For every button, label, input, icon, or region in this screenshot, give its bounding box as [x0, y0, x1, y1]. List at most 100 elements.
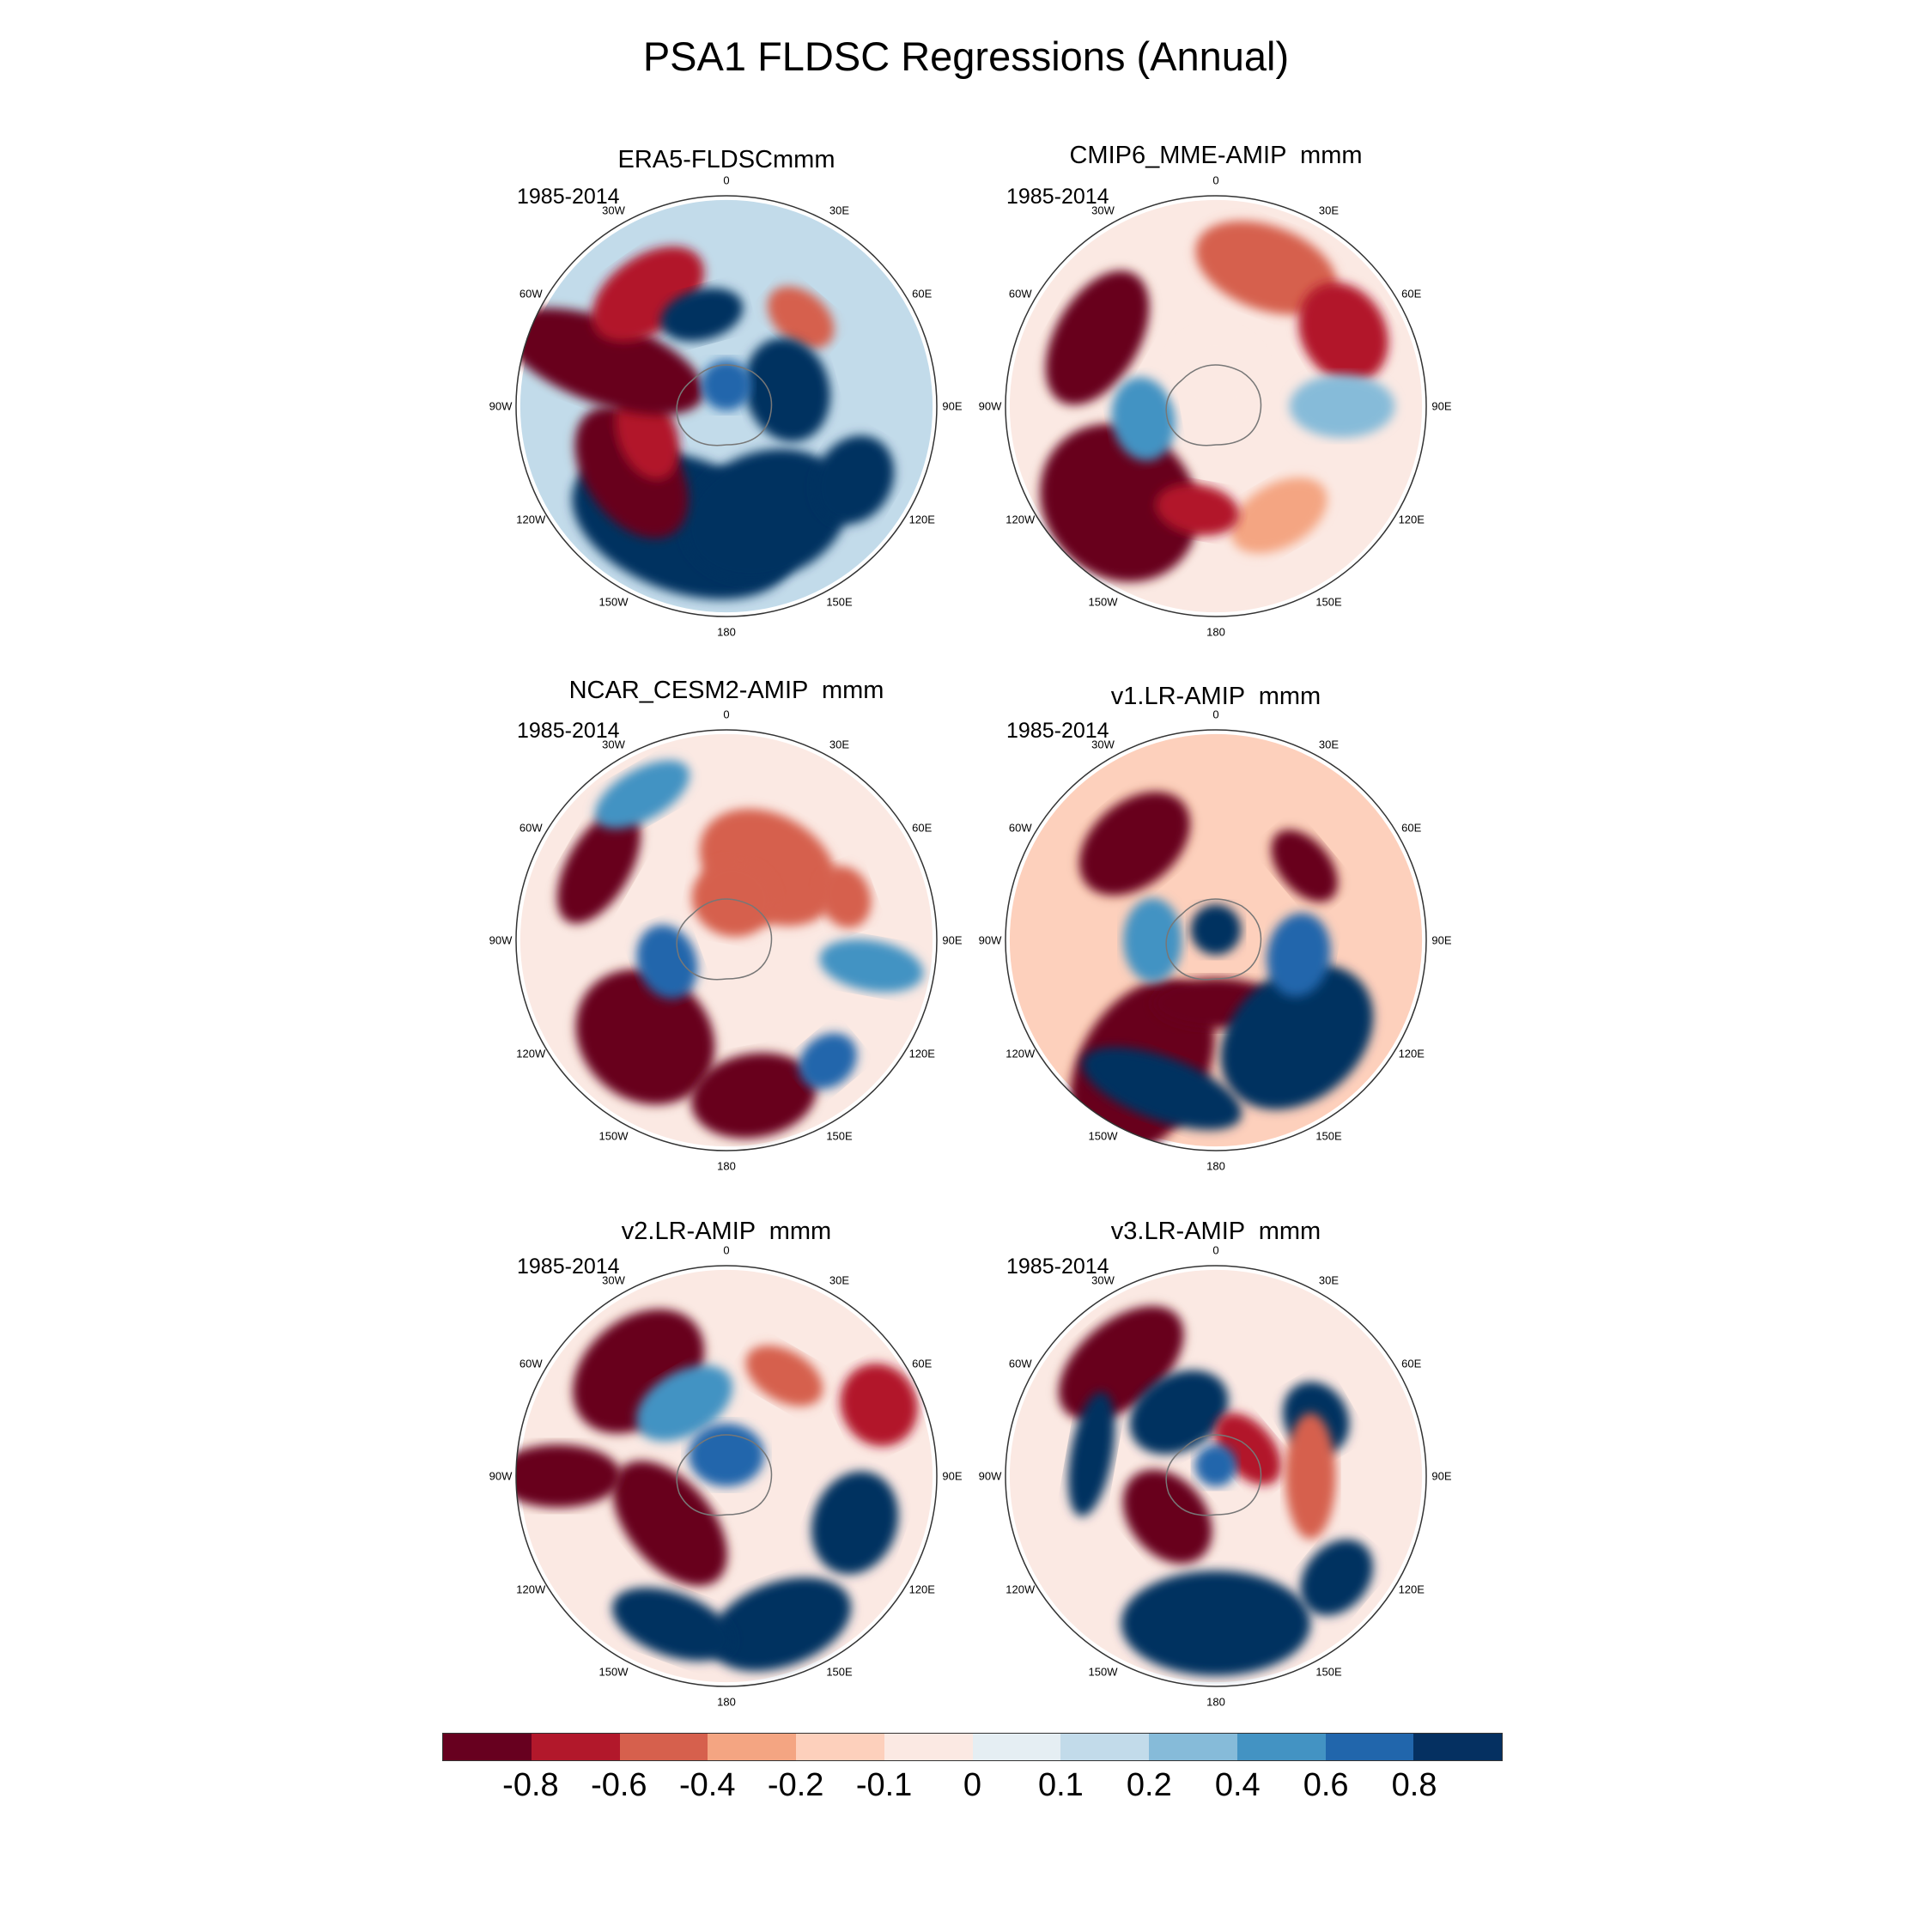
regression-field: [709, 1577, 852, 1672]
longitude-label: 90W: [489, 1469, 513, 1483]
longitude-label: 60W: [1008, 1357, 1032, 1370]
colorbar-box: [1325, 1734, 1414, 1760]
longitude-label: 120E: [1398, 1047, 1425, 1060]
colorbar-box: [972, 1734, 1061, 1760]
regression-field: [840, 1364, 918, 1447]
regression-field: [744, 337, 830, 442]
longitude-label: 180: [1206, 1695, 1225, 1709]
longitude-label: 60E: [912, 821, 933, 834]
longitude-label: 30W: [602, 1273, 625, 1287]
regression-field: [1190, 904, 1242, 956]
regression-field: [701, 360, 752, 410]
regression-field: [683, 448, 848, 581]
map-boundary: [1005, 1265, 1427, 1687]
regression-field: [1058, 1305, 1184, 1421]
regression-field: [813, 435, 895, 525]
longitude-label: 150E: [1315, 1129, 1342, 1143]
regression-field: [1267, 913, 1331, 997]
longitude-label: 30W: [602, 204, 625, 217]
colorbar-tick-label: 0: [963, 1767, 982, 1803]
longitude-label: 60W: [519, 821, 543, 834]
regression-field: [799, 1033, 858, 1090]
regression-field: [594, 760, 690, 829]
polar-map: [1005, 195, 1427, 617]
coastline: [1165, 364, 1262, 447]
longitude-label: 150W: [598, 1129, 629, 1143]
regression-field: [556, 809, 641, 924]
map-boundary: [515, 1265, 938, 1687]
longitude-label: 150E: [826, 1665, 853, 1679]
regression-field: [612, 1461, 727, 1586]
longitude-label: 90E: [942, 399, 963, 413]
longitude-label: 0: [723, 708, 730, 721]
longitude-label: 120W: [1005, 513, 1036, 526]
longitude-label: 60E: [912, 287, 933, 300]
colorbar-box: [1413, 1734, 1502, 1760]
polar-map: [1005, 729, 1427, 1151]
longitude-label: 0: [1212, 708, 1219, 721]
colorbar-box: [1236, 1734, 1326, 1760]
regression-field: [819, 939, 924, 993]
coastline: [676, 898, 773, 981]
longitude-label: 30E: [1318, 204, 1340, 217]
polar-map: [515, 1265, 938, 1687]
period-label: 1985-2014: [517, 185, 620, 209]
period-label: 1985-2014: [1006, 185, 1109, 209]
colorbar-tick-label: 0.2: [1126, 1767, 1172, 1803]
longitude-label: 60E: [1401, 287, 1422, 300]
regression-field: [1220, 964, 1374, 1110]
longitude-label: 120W: [516, 1047, 546, 1060]
colorbar-box: [531, 1734, 620, 1760]
longitude-label: 180: [1206, 625, 1225, 639]
regression-field: [1082, 1047, 1242, 1130]
longitude-label: 90E: [1431, 399, 1452, 413]
longitude-label: 120E: [908, 1583, 935, 1595]
regression-field: [575, 969, 715, 1105]
colorbar: [442, 1733, 1503, 1761]
longitude-label: 180: [1206, 1159, 1225, 1173]
map-boundary: [1005, 729, 1427, 1151]
map-boundary: [1005, 195, 1427, 617]
coastline: [676, 1434, 773, 1516]
colorbar-box: [619, 1734, 708, 1760]
longitude-label: 150W: [1088, 1129, 1118, 1143]
regression-field: [1045, 270, 1150, 405]
longitude-label: 0: [1212, 1243, 1219, 1257]
longitude-label: 30W: [602, 738, 625, 751]
longitude-label: 150W: [598, 595, 629, 609]
longitude-label: 120W: [1005, 1047, 1036, 1060]
regression-field: [1170, 332, 1262, 417]
map-boundary: [515, 729, 938, 1151]
longitude-label: 30E: [1318, 738, 1340, 751]
longitude-label: 60W: [1008, 287, 1032, 300]
panel-title: ERA5-FLDSCmmm: [617, 146, 835, 173]
regression-field: [1285, 1413, 1336, 1540]
regression-field: [1271, 829, 1338, 902]
regression-field: [745, 1345, 823, 1406]
regression-field: [660, 288, 744, 342]
longitude-label: 30E: [1318, 1273, 1340, 1287]
regression-field: [1122, 1469, 1212, 1564]
map-boundary: [515, 195, 938, 617]
period-label: 1985-2014: [517, 719, 620, 743]
coastline: [1165, 1434, 1262, 1516]
regression-field: [1300, 1539, 1374, 1616]
colorbar-tick-label: -0.2: [767, 1767, 824, 1803]
longitude-label: 150W: [1088, 595, 1118, 609]
colorbar-box: [708, 1734, 796, 1760]
regression-field: [691, 860, 776, 938]
longitude-label: 90E: [1431, 1469, 1452, 1483]
colorbar-tick-label: 0.8: [1391, 1767, 1437, 1803]
longitude-label: 90E: [942, 933, 963, 947]
longitude-label: 90W: [978, 1469, 1002, 1483]
panel-title: CMIP6_MME-AMIP mmm: [1069, 142, 1363, 169]
panel-title: v1.LR-AMIP mmm: [1110, 683, 1321, 710]
longitude-label: 30E: [829, 204, 850, 217]
period-label: 1985-2014: [517, 1255, 620, 1279]
colorbar-box: [884, 1734, 973, 1760]
polar-map: [515, 729, 938, 1151]
colorbar-tick-label: -0.8: [502, 1767, 559, 1803]
regression-field: [1078, 792, 1191, 896]
longitude-label: 90W: [978, 399, 1002, 413]
regression-field: [767, 286, 835, 349]
